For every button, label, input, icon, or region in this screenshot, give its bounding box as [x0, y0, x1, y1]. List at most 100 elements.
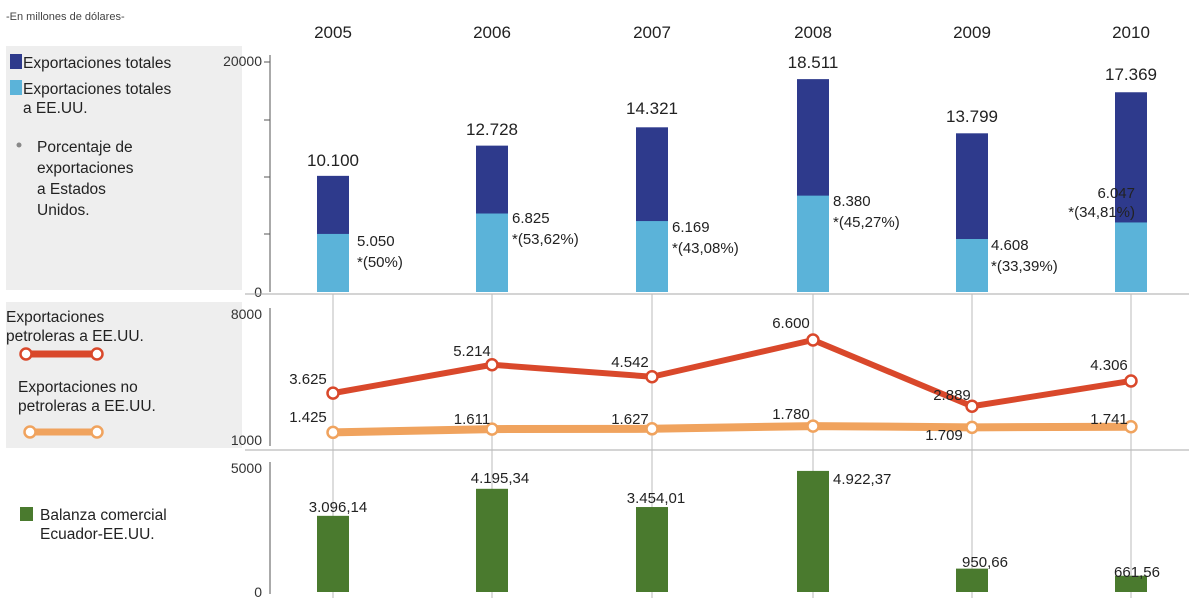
data-label-nonoil: 1.425 — [289, 409, 327, 426]
legend-label-balance-2: Ecuador-EE.UU. — [40, 526, 155, 543]
data-label-us: 6.047 — [1097, 185, 1135, 202]
legend-label-pct-4: Unidos. — [37, 202, 90, 219]
data-label-oil: 5.214 — [453, 343, 491, 360]
data-label-percent: *(53,62%) — [512, 231, 579, 248]
bar-balance — [1115, 575, 1147, 592]
data-label-balance: 661,56 — [1114, 564, 1160, 581]
data-label-total: 12.728 — [466, 120, 518, 139]
legend-panels — [6, 46, 242, 448]
chart-subtitle: -En millones de dólares- — [6, 11, 125, 23]
data-label-percent: *(50%) — [357, 254, 403, 271]
chart-marks: 10.100 5.050 *(50%) 12.728 6.825 *(53,62%) 14.… — [289, 53, 1160, 592]
bar-balance — [317, 515, 349, 592]
legend-mid: Exportaciones petroleras a EE.UU. Export… — [6, 309, 156, 439]
data-label-total: 13.799 — [946, 107, 998, 126]
line-point-oil — [806, 333, 820, 347]
bar-exports-us — [1115, 222, 1147, 292]
bar-exports-us — [317, 233, 349, 292]
line-series-oil — [330, 337, 1134, 410]
legend-label-oil-2: petroleras a EE.UU. — [6, 328, 144, 345]
legend-label-nonoil-2: petroleras a EE.UU. — [18, 398, 156, 415]
legend-label-oil-1: Exportaciones — [6, 309, 104, 326]
legend-label-us-1: Exportaciones totales — [23, 81, 171, 98]
mid-axis-max: 8000 — [231, 306, 262, 322]
data-label-total: 10.100 — [307, 151, 359, 170]
bar-balance — [797, 470, 829, 592]
year-headers: 2005 2006 2007 2008 2009 2010 — [314, 23, 1150, 42]
legend-label-pct-2: exportaciones — [37, 160, 134, 177]
legend-label-pct-3: a Estados — [37, 181, 106, 198]
data-label-total: 17.369 — [1105, 65, 1157, 84]
line-point-nonoil — [645, 422, 659, 436]
year-label: 2008 — [794, 23, 832, 42]
data-label-nonoil: 1.780 — [772, 406, 810, 423]
data-label-us: 8.380 — [833, 193, 871, 210]
legend-swatch-balance — [20, 507, 33, 521]
legend-dot-percent — [16, 142, 22, 148]
legend-marker-nonoil-left — [23, 425, 37, 439]
top-axis-max: 20000 — [223, 53, 262, 69]
legend-label-nonoil-1: Exportaciones no — [18, 379, 138, 396]
line-point-oil — [326, 386, 340, 400]
data-label-total: 14.321 — [626, 99, 678, 118]
bar-exports-us — [476, 213, 508, 292]
year-label: 2006 — [473, 23, 511, 42]
data-label-balance: 3.454,01 — [627, 490, 685, 507]
bottom-axis-min: 0 — [254, 584, 262, 600]
data-label-nonoil: 1.709 — [925, 427, 963, 444]
year-label: 2005 — [314, 23, 352, 42]
legend-swatch-us — [10, 80, 22, 95]
legend-marker-oil-right — [90, 347, 104, 361]
legend-top: Exportaciones totales Exportaciones tota… — [10, 54, 171, 219]
data-label-balance: 950,66 — [962, 554, 1008, 571]
data-label-percent: *(33,39%) — [991, 258, 1058, 275]
axis-tick-labels: 20000 0 8000 1000 5000 0 — [223, 53, 262, 600]
bar-balance — [956, 568, 988, 592]
year-label: 2010 — [1112, 23, 1150, 42]
data-label-oil: 2.889 — [933, 387, 971, 404]
data-label-us: 5.050 — [357, 233, 395, 250]
bar-exports-us — [636, 221, 668, 292]
data-label-nonoil: 1.611 — [454, 411, 490, 428]
legend-bottom: Balanza comercial Ecuador-EE.UU. — [20, 507, 167, 543]
legend-panel-mid — [6, 302, 242, 448]
data-label-percent: *(43,08%) — [672, 240, 739, 257]
data-label-oil: 4.542 — [611, 354, 649, 371]
data-label-oil: 4.306 — [1090, 357, 1128, 374]
bar-balance — [476, 488, 508, 592]
legend-marker-oil-left — [19, 347, 33, 361]
data-label-oil: 3.625 — [289, 371, 327, 388]
data-label-us: 6.825 — [512, 210, 550, 227]
data-label-balance: 4.922,37 — [833, 471, 891, 488]
mid-axis-min: 1000 — [231, 432, 262, 448]
grid — [245, 55, 1189, 598]
line-point-oil — [965, 399, 979, 414]
data-label-total: 18.511 — [788, 53, 839, 72]
data-label-oil: 6.600 — [772, 315, 810, 332]
legend-label-total: Exportaciones totales — [23, 55, 171, 72]
data-label-percent: *(34,81%) — [1068, 204, 1135, 221]
legend-marker-nonoil-right — [90, 425, 104, 439]
legend-label-pct-1: Porcentaje de — [37, 139, 133, 156]
legend-label-us-2: a EE.UU. — [23, 100, 88, 117]
bar-exports-us — [797, 195, 829, 292]
legend-label-balance-1: Balanza comercial — [40, 507, 167, 524]
line-point-nonoil — [1124, 420, 1138, 434]
line-point-nonoil — [485, 422, 499, 436]
bar-balance — [636, 507, 668, 592]
data-label-nonoil: 1.627 — [611, 411, 649, 428]
data-label-nonoil: 1.741 — [1090, 411, 1128, 428]
data-label-balance: 4.195,34 — [471, 470, 529, 487]
line-point-oil — [485, 358, 499, 372]
legend-panel-top — [6, 46, 242, 290]
line-point-nonoil — [965, 420, 979, 435]
year-label: 2009 — [953, 23, 991, 42]
line-point-oil — [645, 370, 659, 384]
bottom-axis-max: 5000 — [231, 460, 262, 476]
data-label-us: 6.169 — [672, 219, 710, 236]
data-label-percent: *(45,27%) — [833, 214, 900, 231]
line-series-nonoil — [329, 422, 1135, 437]
bar-exports-us — [956, 239, 988, 292]
data-label-us: 4.608 — [991, 237, 1029, 254]
